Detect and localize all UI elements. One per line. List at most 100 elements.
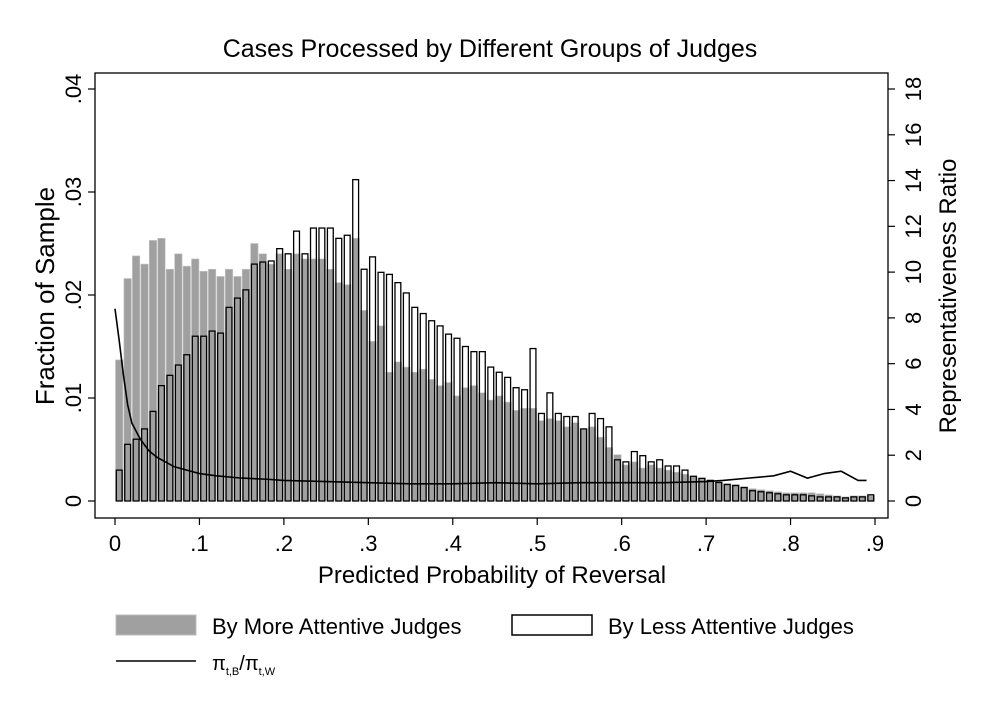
bar-less-attentive (537, 412, 546, 502)
y2-tick-label: 8 (901, 312, 926, 324)
bar-less-attentive (394, 281, 402, 502)
bar-less-attentive (191, 335, 199, 502)
bar-less-attentive (216, 332, 225, 502)
y2-tick-label: 14 (901, 168, 926, 192)
bar-less-attentive (630, 450, 638, 502)
bar-less-attentive (698, 477, 706, 502)
bar-less-attentive (520, 389, 529, 502)
bar-less-attentive (377, 271, 385, 502)
bar-less-attentive (672, 465, 681, 502)
bar-less-attentive (512, 387, 520, 502)
x-tick-label: .1 (190, 531, 208, 556)
bar-less-attentive (824, 496, 833, 502)
bar-less-attentive (309, 227, 318, 502)
bar-less-attentive (765, 492, 774, 502)
ratio-line (114, 308, 867, 485)
legend: By More Attentive Judges By Less Attenti… (115, 614, 854, 678)
bar-less-attentive (833, 496, 841, 502)
bar-less-attentive (588, 412, 596, 502)
bar-less-attentive (225, 306, 233, 502)
bar-less-attentive (681, 469, 689, 502)
bar-less-attentive (647, 461, 655, 502)
y-tick-label: .04 (61, 74, 86, 105)
y2-tick-label: 18 (901, 77, 926, 101)
bar-less-attentive (157, 384, 166, 502)
y2-tick-label: 16 (901, 123, 926, 147)
y2-tick-label: 0 (901, 495, 926, 507)
bar-less-attentive (436, 325, 444, 502)
bar-less-attentive (292, 230, 301, 502)
bar-less-attentive (639, 455, 647, 502)
bar-less-attentive (385, 273, 394, 502)
y2-tick-label: 6 (901, 358, 926, 370)
x-tick-label: .2 (275, 531, 293, 556)
bar-less-attentive (791, 494, 799, 502)
bar-less-attentive (782, 494, 790, 502)
x-tick-label: 0 (109, 531, 121, 556)
bar-less-attentive (546, 392, 554, 502)
bar-less-attentive (352, 178, 360, 502)
legend-label-less-attentive: By Less Attentive Judges (608, 614, 854, 639)
bar-less-attentive (808, 495, 816, 502)
bar-less-attentive (402, 292, 410, 502)
bar-less-attentive (174, 364, 182, 502)
bar-less-attentive (267, 260, 275, 502)
bar-less-attentive (284, 253, 292, 502)
bar-less-attentive (183, 354, 191, 502)
bar-less-attentive (858, 496, 866, 502)
bar-less-attentive (596, 417, 605, 502)
x-tick-label: .7 (697, 531, 715, 556)
x-tick-label: .4 (444, 531, 462, 556)
bar-less-attentive (200, 335, 208, 502)
bar-less-attentive (774, 493, 782, 502)
bar-less-attentive (326, 227, 334, 502)
bar-less-attentive (124, 443, 132, 502)
bar-less-attentive (495, 371, 503, 502)
y2-tick-label: 12 (901, 214, 926, 238)
bar-less-attentive (715, 481, 723, 502)
bar-less-attentive (723, 483, 731, 502)
x-tick-label: .6 (612, 531, 630, 556)
bar-less-attentive (419, 312, 427, 502)
legend-label-more-attentive: By More Attentive Judges (212, 614, 461, 639)
bar-less-attentive (529, 347, 537, 502)
y2-tick-label: 4 (901, 403, 926, 415)
y2-tick-label: 2 (901, 449, 926, 461)
bar-less-attentive (444, 333, 453, 502)
legend-label-ratio: πt,B/πt,W (212, 653, 276, 678)
bar-less-attentive (250, 263, 258, 502)
bar-less-attentive (757, 491, 765, 502)
bar-less-attentive (554, 412, 562, 502)
bar-less-attentive (656, 459, 664, 502)
bar-less-attentive (368, 256, 377, 502)
y-tick-label: .01 (61, 383, 86, 414)
x-tick-label: .9 (866, 531, 884, 556)
y-axis-label: Fraction of Sample (30, 187, 60, 405)
chart-title: Cases Processed by Different Groups of J… (223, 35, 758, 63)
y2-axis-label: Representativeness Ratio (935, 159, 962, 434)
legend-swatch-less-attentive (511, 614, 593, 636)
bar-less-attentive (571, 415, 579, 502)
bar-less-attentive (360, 268, 368, 502)
bar-less-attentive (343, 234, 351, 502)
bar-less-attentive (453, 337, 461, 502)
bar-less-attentive (504, 376, 512, 502)
bar-less-attentive (411, 306, 419, 502)
bar-less-attentive (166, 374, 174, 502)
bar-less-attentive (242, 289, 250, 502)
y-tick-label: .02 (61, 280, 86, 311)
bar-less-attentive (664, 465, 672, 502)
bar-less-attentive (140, 428, 149, 502)
bar-less-attentive (318, 227, 326, 502)
y-tick-label: 0 (61, 495, 86, 507)
x-tick-label: .3 (359, 531, 377, 556)
bar-less-attentive (605, 426, 613, 502)
bar-less-attentive (301, 253, 309, 502)
bar-less-attentive (850, 496, 858, 502)
bar-less-attentive (470, 350, 478, 502)
bar-less-attentive (563, 415, 571, 502)
bar-less-attentive (622, 461, 630, 502)
x-axis-label: Predicted Probability of Reversal (318, 562, 666, 589)
bar-less-attentive (740, 486, 748, 502)
